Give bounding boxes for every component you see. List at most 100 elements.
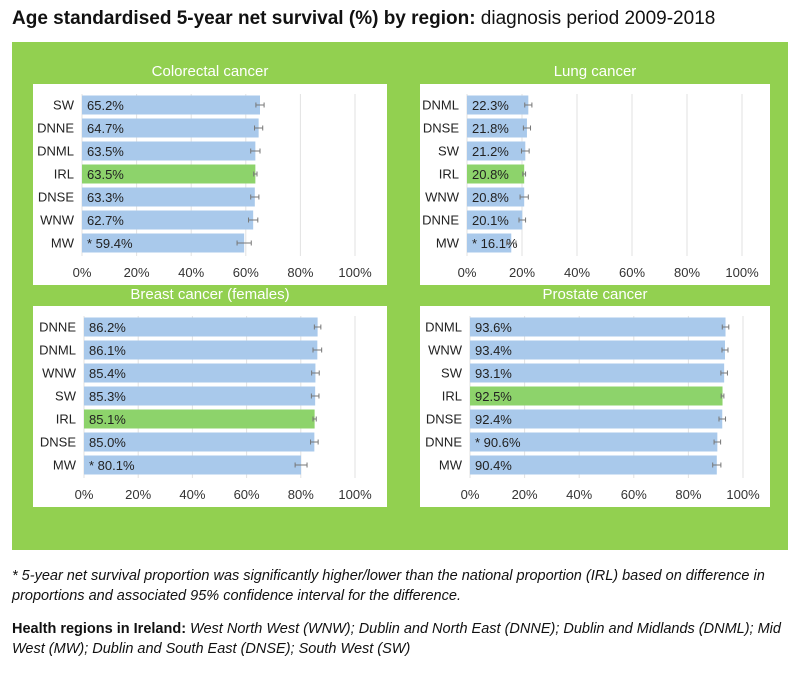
- panel-title: Lung cancer: [553, 63, 637, 80]
- x-tick-label: 100%: [726, 487, 760, 502]
- category-label: MW: [51, 236, 75, 251]
- regions-text: West North West (WNW); Dublin and North …: [12, 621, 781, 657]
- x-tick-label: 40%: [178, 265, 204, 280]
- bar-DNML: [467, 95, 529, 115]
- value-label: * 59.4%: [87, 236, 133, 251]
- category-label: DNSE: [40, 435, 76, 450]
- x-tick-label: 100%: [725, 265, 759, 280]
- error-bar: [236, 240, 252, 246]
- error-bar: [520, 148, 530, 154]
- panel-title: Breast cancer (females): [130, 286, 290, 303]
- title-rest: diagnosis period 2009-2018: [475, 8, 716, 29]
- category-label: IRL: [439, 167, 459, 182]
- value-label: * 80.1%: [89, 458, 135, 473]
- value-label: 86.1%: [89, 343, 126, 358]
- bar-IRL: [467, 164, 525, 184]
- x-tick-label: 20%: [125, 487, 151, 502]
- value-label: 63.5%: [87, 167, 124, 182]
- x-tick-label: 20%: [512, 487, 538, 502]
- value-label: 85.3%: [89, 389, 126, 404]
- value-label: 85.1%: [89, 412, 126, 427]
- bar-DNML: [82, 141, 256, 161]
- category-label: MW: [439, 458, 463, 473]
- x-tick-label: 0%: [73, 265, 92, 280]
- bar-IRL: [470, 386, 723, 406]
- x-tick-label: 0%: [75, 487, 94, 502]
- x-tick-label: 20%: [509, 265, 535, 280]
- x-tick-label: 100%: [338, 265, 372, 280]
- bar-MW: [470, 455, 717, 475]
- value-label: 93.4%: [475, 343, 512, 358]
- category-label: WNW: [428, 343, 463, 358]
- error-bar: [522, 171, 527, 177]
- error-bar: [248, 217, 259, 223]
- error-bar: [254, 125, 264, 131]
- category-label: DNSE: [38, 190, 74, 205]
- error-bar: [294, 462, 308, 468]
- error-bar: [311, 370, 320, 376]
- x-tick-label: 80%: [675, 487, 701, 502]
- error-bar: [524, 102, 533, 108]
- panel-title: Colorectal cancer: [151, 63, 269, 80]
- category-label: DNML: [425, 320, 462, 335]
- value-label: 85.4%: [89, 366, 126, 381]
- category-label: DNNE: [422, 213, 459, 228]
- regions-legend: Health regions in Ireland: West North We…: [12, 619, 782, 659]
- value-label: 20.1%: [472, 213, 509, 228]
- value-label: 62.7%: [87, 213, 124, 228]
- x-tick-label: 80%: [288, 487, 314, 502]
- category-label: DNML: [37, 144, 74, 159]
- value-label: 92.4%: [475, 412, 512, 427]
- category-label: DNSE: [423, 121, 459, 136]
- value-label: 21.8%: [472, 121, 509, 136]
- value-label: 63.5%: [87, 144, 124, 159]
- bar-MW: [82, 233, 245, 253]
- x-tick-label: 60%: [621, 487, 647, 502]
- bar-DNNE: [470, 432, 718, 452]
- error-bar: [522, 125, 532, 131]
- category-label: DNSE: [426, 412, 462, 427]
- value-label: 90.4%: [475, 458, 512, 473]
- value-label: 93.1%: [475, 366, 512, 381]
- category-label: SW: [438, 144, 460, 159]
- category-label: WNW: [40, 213, 75, 228]
- bar-DNSE: [82, 187, 255, 207]
- bar-SW: [467, 141, 526, 161]
- bar-DNNE: [82, 118, 259, 138]
- x-tick-label: 40%: [564, 265, 590, 280]
- bar-DNSE: [467, 118, 527, 138]
- value-label: 20.8%: [472, 167, 509, 182]
- x-tick-label: 60%: [233, 265, 259, 280]
- error-bar: [313, 324, 322, 330]
- bar-chart-1: 0% 20% 40% 60% 80% 100% DNML 22.3% DNSE 21.8% SW 21…: [420, 84, 770, 285]
- error-bar: [712, 462, 722, 468]
- x-tick-label: 80%: [287, 265, 313, 280]
- error-bar: [720, 370, 728, 376]
- x-tick-label: 0%: [458, 265, 477, 280]
- error-bar: [310, 439, 319, 445]
- category-label: WNW: [42, 366, 77, 381]
- bar-WNW: [84, 363, 316, 383]
- category-label: IRL: [56, 412, 76, 427]
- error-bar: [255, 102, 265, 108]
- value-label: * 16.1%: [472, 236, 518, 251]
- value-label: 85.0%: [89, 435, 126, 450]
- value-label: 21.2%: [472, 144, 509, 159]
- category-label: SW: [441, 366, 463, 381]
- error-bar: [312, 347, 323, 353]
- panel-title: Prostate cancer: [542, 286, 648, 303]
- error-bar: [721, 347, 729, 353]
- value-label: 20.8%: [472, 190, 509, 205]
- category-label: MW: [53, 458, 77, 473]
- category-label: IRL: [54, 167, 74, 182]
- error-bar: [713, 439, 722, 445]
- bar-MW: [84, 455, 302, 475]
- x-tick-label: 100%: [338, 487, 372, 502]
- error-bar: [253, 171, 258, 177]
- bar-DNSE: [84, 432, 315, 452]
- bar-DNSE: [470, 409, 723, 429]
- category-label: SW: [55, 389, 77, 404]
- bar-DNNE: [467, 210, 523, 230]
- bar-DNNE: [84, 317, 318, 337]
- bar-chart-2: 0% 20% 40% 60% 80% 100% DNNE 86.2% DNML 86.1% WNW 8…: [33, 306, 387, 507]
